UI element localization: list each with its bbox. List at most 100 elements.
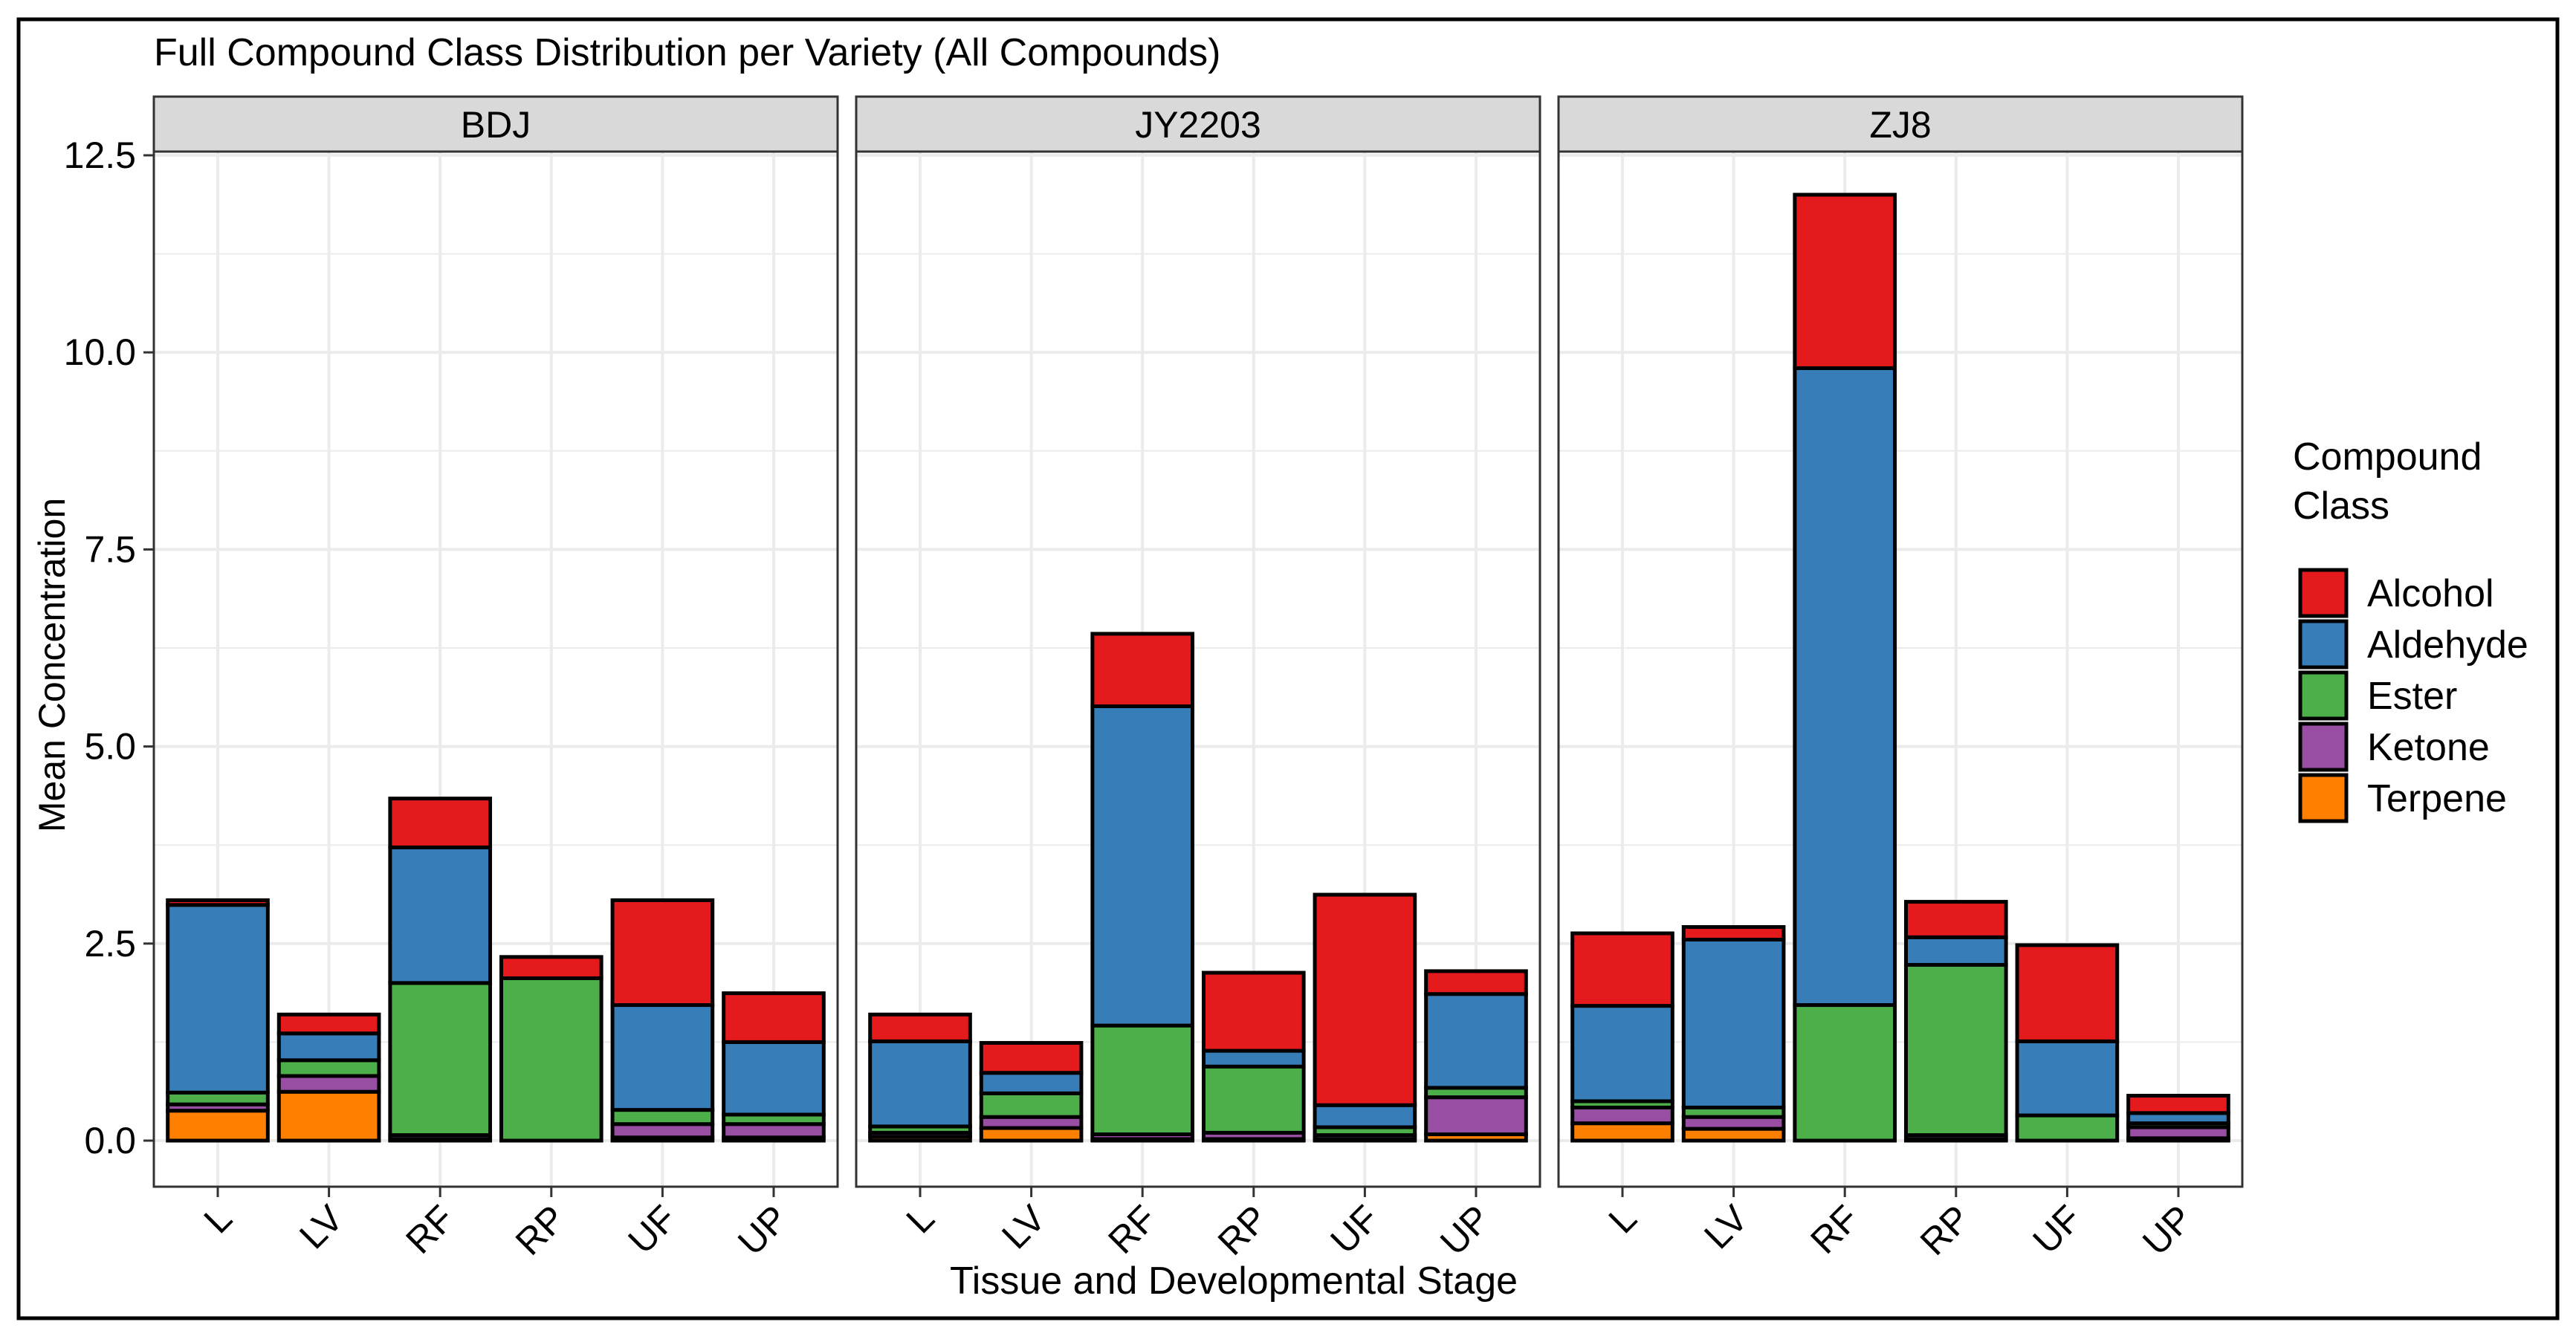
bar-segment-alcohol — [499, 955, 603, 980]
bar-segment-aldehyde — [722, 1040, 826, 1117]
y-axis-title: Mean Concentration — [31, 498, 73, 832]
bar-segment-ester — [276, 1058, 381, 1078]
bar-segment-alcohol — [1424, 969, 1528, 996]
stacked-bar-jy2203-lv — [979, 1040, 1084, 1143]
legend-label: Aldehyde — [2367, 623, 2528, 667]
bar-segment-alcohol — [610, 898, 715, 1008]
bar-segment-ester — [388, 981, 493, 1138]
bar-segment-ketone — [722, 1122, 826, 1140]
y-tick-label: 7.5 — [84, 528, 136, 570]
legend-swatch — [2298, 619, 2349, 670]
bar-segment-aldehyde — [1793, 366, 1897, 1008]
bar-segment-alcohol — [1570, 931, 1674, 1008]
bar-segment-aldehyde — [1090, 704, 1195, 1028]
legend-swatch — [2298, 722, 2349, 772]
bar-segment-ketone — [610, 1122, 715, 1140]
bar-segment-alcohol — [1681, 925, 1786, 941]
facet-strip-label: ZJ8 — [1869, 104, 1931, 146]
stacked-bar-jy2203-rf — [1090, 632, 1195, 1143]
bar-segment-terpene — [166, 1109, 270, 1143]
legend-swatch — [2298, 568, 2349, 618]
bar-segment-aldehyde — [868, 1039, 972, 1129]
stacked-bar-zj8-uf — [2015, 943, 2120, 1143]
bar-segment-alcohol — [276, 1012, 381, 1036]
bar-segment-terpene — [276, 1089, 381, 1143]
y-tick-label: 10.0 — [64, 331, 136, 373]
bar-segment-ester — [1793, 1003, 1897, 1143]
bar-segment-ester — [1090, 1023, 1195, 1137]
legend-swatch — [2298, 773, 2349, 823]
bar-segment-alcohol — [2015, 943, 2120, 1043]
stacked-bar-bdj-rf — [388, 797, 493, 1143]
bar-segment-terpene — [979, 1126, 1084, 1143]
y-tick-label: 0.0 — [84, 1120, 136, 1161]
bar-segment-aldehyde — [1313, 1103, 1417, 1129]
stacked-bar-zj8-rp — [1903, 900, 2008, 1143]
legend-item-terpene: Terpene — [2298, 773, 2507, 823]
chart-title: Full Compound Class Distribution per Var… — [154, 31, 1220, 74]
stacked-bar-zj8-l — [1570, 931, 1674, 1143]
bar-segment-ester — [610, 1108, 715, 1127]
bar-segment-ketone — [1570, 1105, 1674, 1126]
legend-title: Class — [2293, 484, 2389, 528]
legend-title: Compound — [2293, 435, 2482, 479]
bar-segment-alcohol — [1201, 970, 1306, 1053]
legend-item-alcohol: Alcohol — [2298, 568, 2494, 618]
stacked-bar-bdj-rp — [499, 955, 603, 1143]
y-axis: 0.0 2.5 5.0 7.5 10.0 12.5 — [64, 134, 154, 1161]
bar-segment-aldehyde — [276, 1031, 381, 1063]
bar-segment-ester — [2015, 1113, 2120, 1143]
bar-segment-aldehyde — [388, 845, 493, 985]
bar-segment-aldehyde — [610, 1003, 715, 1112]
bar-segment-alcohol — [979, 1040, 1084, 1075]
x-axis-title: Tissue and Developmental Stage — [950, 1260, 1518, 1303]
bars — [166, 797, 826, 1143]
stacked-bar-jy2203-rp — [1201, 970, 1306, 1143]
bar-segment-ester — [1201, 1064, 1306, 1135]
bar-segment-aldehyde — [1681, 937, 1786, 1109]
bar-segment-aldehyde — [979, 1071, 1084, 1095]
facet-strip-label: BDJ — [461, 104, 531, 146]
stacked-bar-bdj-lv — [276, 1012, 381, 1143]
legend-swatch — [2298, 670, 2349, 721]
bar-segment-terpene — [1570, 1121, 1674, 1143]
bar-segment-aldehyde — [1424, 992, 1528, 1090]
bar-segment-alcohol — [1313, 892, 1417, 1107]
facet-strip — [1557, 95, 2244, 153]
bar-segment-ester — [1903, 962, 2008, 1138]
stacked-bar-zj8-up — [2126, 1094, 2230, 1143]
legend-item-ketone: Ketone — [2298, 722, 2490, 772]
y-tick-label: 2.5 — [84, 923, 136, 965]
legend-item-aldehyde: Aldehyde — [2298, 619, 2528, 670]
bar-segment-ketone — [1424, 1095, 1528, 1137]
bar-segment-aldehyde — [166, 903, 270, 1095]
facet-strip — [152, 95, 839, 153]
stacked-bar-zj8-rf — [1793, 192, 1897, 1143]
facet-strip — [855, 95, 1541, 153]
bar-segment-aldehyde — [1201, 1048, 1306, 1069]
stacked-bar-jy2203-up — [1424, 969, 1528, 1143]
bar-segment-alcohol — [1793, 192, 1897, 370]
bar-segment-ester — [979, 1091, 1084, 1119]
legend-item-ester: Ester — [2298, 670, 2457, 721]
stacked-bar-jy2203-l — [868, 1012, 972, 1143]
bar-segment-alcohol — [388, 797, 493, 849]
bar-segment-alcohol — [2126, 1094, 2230, 1115]
bar-segment-alcohol — [1903, 900, 2008, 939]
figure-border — [16, 17, 2560, 1320]
bar-segment-ketone — [276, 1074, 381, 1094]
bar-segment-alcohol — [722, 991, 826, 1044]
legend-label: Ketone — [2367, 726, 2490, 769]
legend-label: Terpene — [2367, 777, 2507, 820]
bar-segment-aldehyde — [1570, 1004, 1674, 1103]
bars — [868, 632, 1528, 1143]
stacked-bar-bdj-l — [166, 898, 270, 1143]
bar-segment-aldehyde — [2015, 1039, 2120, 1118]
bars — [1570, 192, 2230, 1143]
